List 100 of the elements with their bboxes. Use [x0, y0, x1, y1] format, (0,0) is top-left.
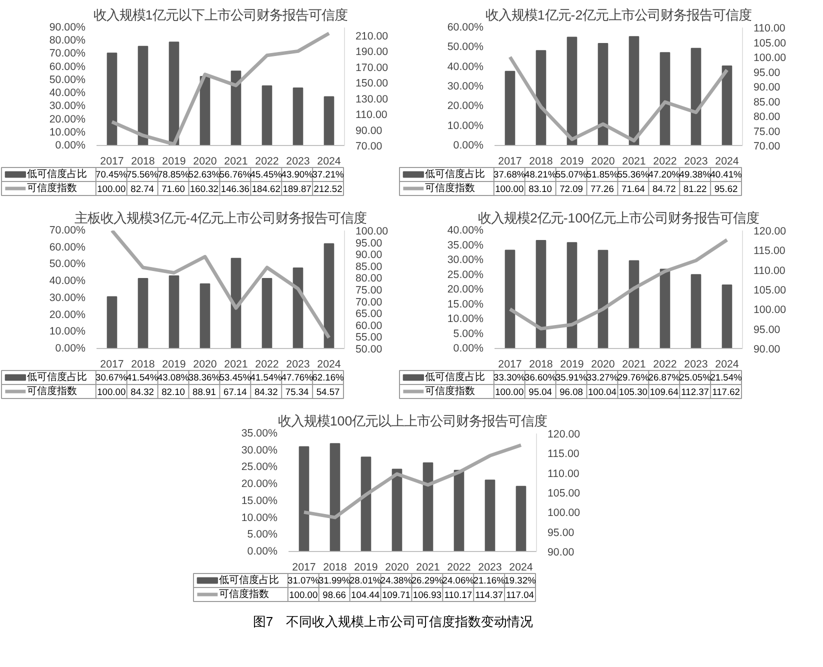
y-tick-label: 30.00% — [49, 100, 86, 112]
data-label: 43.08% — [157, 372, 190, 382]
y2-tick-label: 150.00 — [356, 78, 388, 90]
bar — [360, 456, 372, 552]
legend-label: 可信度指数 — [424, 385, 475, 397]
y-tick-label: 35.00% — [241, 428, 278, 440]
x-tick-label: 2017 — [292, 562, 316, 574]
chart-title: 收入规模100亿元以上上市公司财务报告可信度 — [278, 414, 548, 428]
bar — [566, 36, 578, 146]
x-tick-label: 2020 — [591, 358, 615, 370]
bar — [324, 96, 334, 146]
bar — [262, 85, 272, 146]
data-label: 112.37 — [681, 387, 709, 397]
data-label: 29.76% — [617, 372, 649, 382]
data-label: 31.07% — [288, 576, 320, 586]
x-tick-label: 2021 — [224, 358, 248, 370]
y-tick-label: 40.00% — [49, 87, 86, 100]
y-tick-label: 70.00% — [49, 48, 86, 60]
y2-tick-label: 85.00 — [356, 260, 382, 273]
legend-label: 可信度指数 — [424, 182, 475, 194]
data-label: 189.87 — [282, 184, 312, 194]
data-label: 62.16% — [312, 372, 344, 382]
bar — [138, 46, 148, 146]
data-label: 109.71 — [382, 590, 410, 600]
y2-tick-label: 80.00 — [754, 111, 780, 123]
data-label: 28.01% — [349, 576, 382, 586]
y2-tick-label: 115.00 — [548, 448, 580, 460]
y2-tick-label: 90.00 — [548, 546, 574, 558]
bar — [722, 284, 732, 348]
x-tick-label: 2019 — [354, 562, 378, 574]
bar — [628, 36, 640, 146]
y2-tick-label: 115.00 — [754, 245, 786, 258]
y-tick-label: 15.00% — [447, 298, 484, 310]
y-tick-label: 20.00% — [447, 284, 484, 296]
y-tick-label: 30.00% — [241, 444, 278, 456]
y2-tick-label: 120.00 — [754, 226, 786, 238]
bar — [422, 462, 434, 552]
data-label: 77.26 — [590, 184, 614, 194]
bar — [262, 278, 272, 348]
x-tick-label: 2019 — [162, 156, 186, 168]
y2-tick-label: 95.00 — [356, 237, 382, 250]
data-label: 81.22 — [683, 184, 707, 194]
data-label: 35.91% — [555, 372, 588, 382]
y2-tick-label: 75.00 — [754, 126, 780, 138]
y-tick-label: 0.00% — [55, 140, 86, 152]
y-tick-label: 10.00% — [447, 313, 484, 325]
data-label: 95.62 — [714, 184, 738, 194]
x-tick-label: 2020 — [193, 156, 217, 168]
y-tick-label: 30.00% — [447, 254, 484, 266]
y2-tick-label: 100.00 — [754, 304, 786, 316]
data-label: 33.27% — [586, 372, 618, 382]
y2-tick-label: 105.00 — [548, 488, 580, 500]
line-series — [508, 238, 729, 330]
data-label: 160.32 — [190, 184, 218, 194]
data-label: 36.60% — [524, 372, 556, 382]
y2-tick-label: 90.00 — [754, 82, 780, 94]
x-tick-label: 2023 — [478, 562, 502, 574]
data-label: 117.04 — [506, 590, 534, 600]
x-tick-label: 2023 — [286, 358, 310, 370]
y-tick-label: 20.00% — [241, 478, 278, 490]
bar — [660, 52, 670, 146]
y-tick-label: 10.00% — [49, 126, 86, 138]
data-label: 54.57 — [316, 387, 340, 397]
data-label: 106.93 — [412, 590, 442, 600]
y-tick-label: 20.00% — [49, 308, 86, 321]
x-tick-label: 2024 — [317, 156, 341, 168]
data-label: 24.38% — [380, 576, 412, 586]
bar — [690, 274, 702, 348]
data-label: 104.44 — [351, 590, 380, 600]
x-tick-label: 2021 — [622, 358, 646, 370]
y-tick-label: 80.00% — [49, 34, 86, 47]
data-label: 38.36% — [188, 372, 220, 382]
y-tick-label: 25.00% — [447, 268, 484, 281]
y-tick-label: 0.00% — [55, 342, 86, 354]
bar — [292, 267, 304, 348]
data-label: 48.21% — [524, 170, 556, 180]
x-tick-label: 2017 — [100, 358, 124, 370]
x-tick-label: 2022 — [255, 358, 279, 370]
x-tick-label: 2022 — [255, 156, 279, 168]
y2-tick-label: 110.00 — [754, 22, 786, 34]
bar — [504, 70, 516, 146]
data-label: 24.06% — [442, 576, 474, 586]
data-label: 75.56% — [126, 170, 158, 180]
x-tick-label: 2018 — [529, 156, 553, 168]
x-tick-label: 2020 — [591, 156, 615, 168]
y2-tick-label: 100.00 — [548, 507, 580, 520]
y-tick-label: 35.00% — [447, 239, 484, 252]
y2-tick-label: 110.00 — [548, 468, 580, 480]
y2-tick-label: 50.00 — [356, 344, 382, 356]
y2-tick-label: 90.00 — [356, 249, 382, 262]
bar — [230, 70, 242, 146]
chart-title: 收入规模1亿元-2亿元上市公司财务报告可信度 — [485, 8, 752, 22]
y-tick-label: 50.00% — [49, 74, 86, 86]
data-label: 146.36 — [220, 184, 250, 194]
line-series — [508, 55, 729, 142]
y2-tick-label: 90.00 — [356, 124, 382, 137]
bar — [484, 480, 496, 552]
data-label: 110.17 — [444, 590, 472, 600]
bar — [690, 48, 702, 146]
data-label: 26.29% — [411, 576, 443, 586]
